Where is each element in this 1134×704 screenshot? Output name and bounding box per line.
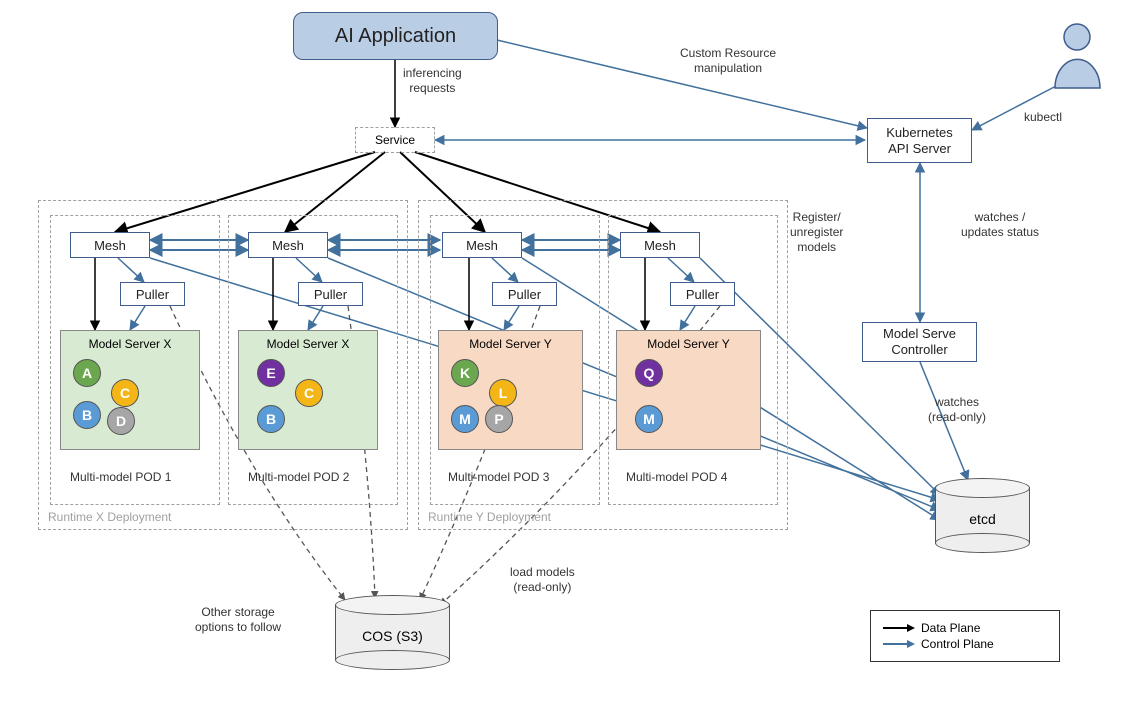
pod1-label: Multi-model POD 1 <box>70 470 171 484</box>
etcd-label: etcd <box>935 511 1030 527</box>
model-L: L <box>489 379 517 407</box>
legend: .legend-row:nth-child(1) .legend-line::a… <box>870 610 1060 662</box>
model-D: D <box>107 407 135 435</box>
model-E: E <box>257 359 285 387</box>
text: Other storage options to follow <box>195 605 281 634</box>
pod3-puller: Puller <box>492 282 557 306</box>
pod2-server: Model Server X E C B <box>238 330 378 450</box>
text: load models (read-only) <box>510 565 575 594</box>
server-label: Model Server X <box>267 337 350 351</box>
ai-application-box: AI Application <box>293 12 498 60</box>
pod1-puller: Puller <box>120 282 185 306</box>
line1: Kubernetes <box>886 125 953 141</box>
server-label: Model Server X <box>89 337 172 351</box>
pod2-mesh: Mesh <box>248 232 328 258</box>
pod3-server: Model Server Y K L M P <box>438 330 583 450</box>
pod3-label: Multi-model POD 3 <box>448 470 549 484</box>
model-B: B <box>73 401 101 429</box>
line2: API Server <box>888 141 951 157</box>
legend-data-plane: .legend-row:nth-child(1) .legend-line::a… <box>883 621 1047 635</box>
etcd-cylinder: etcd <box>935 478 1030 553</box>
pod1-mesh: Mesh <box>70 232 150 258</box>
model-A: A <box>73 359 101 387</box>
runtime-x-label: Runtime X Deployment <box>48 510 171 524</box>
label-inferencing: inferencing requests <box>403 66 462 96</box>
pod4-mesh: Mesh <box>620 232 700 258</box>
label-other-storage: Other storage options to follow <box>195 605 281 635</box>
label-register: Register/ unregister models <box>790 210 843 255</box>
text: inferencing requests <box>403 66 462 95</box>
controller-box: Model Serve Controller <box>862 322 977 362</box>
user-icon <box>1050 20 1105 95</box>
pod4-puller: Puller <box>670 282 735 306</box>
legend-label: Control Plane <box>921 637 994 651</box>
pod1-server: Model Server X A C B D <box>60 330 200 450</box>
server-label: Model Server Y <box>469 337 551 351</box>
legend-control-plane: .legend-row:nth-child(2) .legend-line::a… <box>883 637 1047 651</box>
pod4-server: Model Server Y Q M <box>616 330 761 450</box>
text: Custom Resource manipulation <box>680 46 776 75</box>
server-label: Model Server Y <box>647 337 729 351</box>
line2: Controller <box>891 342 947 358</box>
service-box: Service <box>355 127 435 153</box>
model-K: K <box>451 359 479 387</box>
label-watches-updates: watches / updates status <box>940 210 1060 240</box>
pod4-label: Multi-model POD 4 <box>626 470 727 484</box>
label-watches-ro: watches (read-only) <box>928 395 986 425</box>
runtime-y-label: Runtime Y Deployment <box>428 510 551 524</box>
label-load-models: load models (read-only) <box>510 565 575 595</box>
text: watches (read-only) <box>928 395 986 424</box>
label-custom-resource: Custom Resource manipulation <box>680 46 776 76</box>
pod2-puller: Puller <box>298 282 363 306</box>
model-C2: C <box>295 379 323 407</box>
model-B2: B <box>257 405 285 433</box>
legend-label: Data Plane <box>921 621 980 635</box>
model-M2: M <box>635 405 663 433</box>
model-M: M <box>451 405 479 433</box>
line1: Model Serve <box>883 326 956 342</box>
text: Register/ unregister models <box>790 210 843 254</box>
text: watches / updates status <box>961 210 1039 239</box>
model-C: C <box>111 379 139 407</box>
model-Q: Q <box>635 359 663 387</box>
cos-cylinder: COS (S3) <box>335 595 450 670</box>
pod2-label: Multi-model POD 2 <box>248 470 349 484</box>
pod3-mesh: Mesh <box>442 232 522 258</box>
k8s-api-box: Kubernetes API Server <box>867 118 972 163</box>
cos-label: COS (S3) <box>335 628 450 644</box>
model-P: P <box>485 405 513 433</box>
label-kubectl: kubectl <box>1024 110 1062 125</box>
